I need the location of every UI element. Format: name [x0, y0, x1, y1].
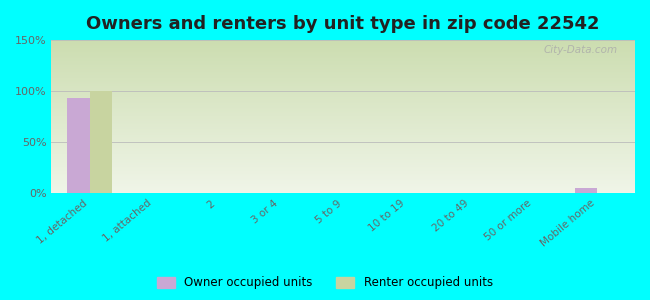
Text: City-Data.com: City-Data.com	[543, 45, 618, 55]
Bar	[575, 188, 597, 194]
Legend: Owner occupied units, Renter occupied units: Owner occupied units, Renter occupied un…	[153, 272, 497, 294]
Title: Owners and renters by unit type in zip code 22542: Owners and renters by unit type in zip c…	[86, 15, 600, 33]
Bar	[90, 91, 112, 194]
Bar	[68, 98, 90, 194]
